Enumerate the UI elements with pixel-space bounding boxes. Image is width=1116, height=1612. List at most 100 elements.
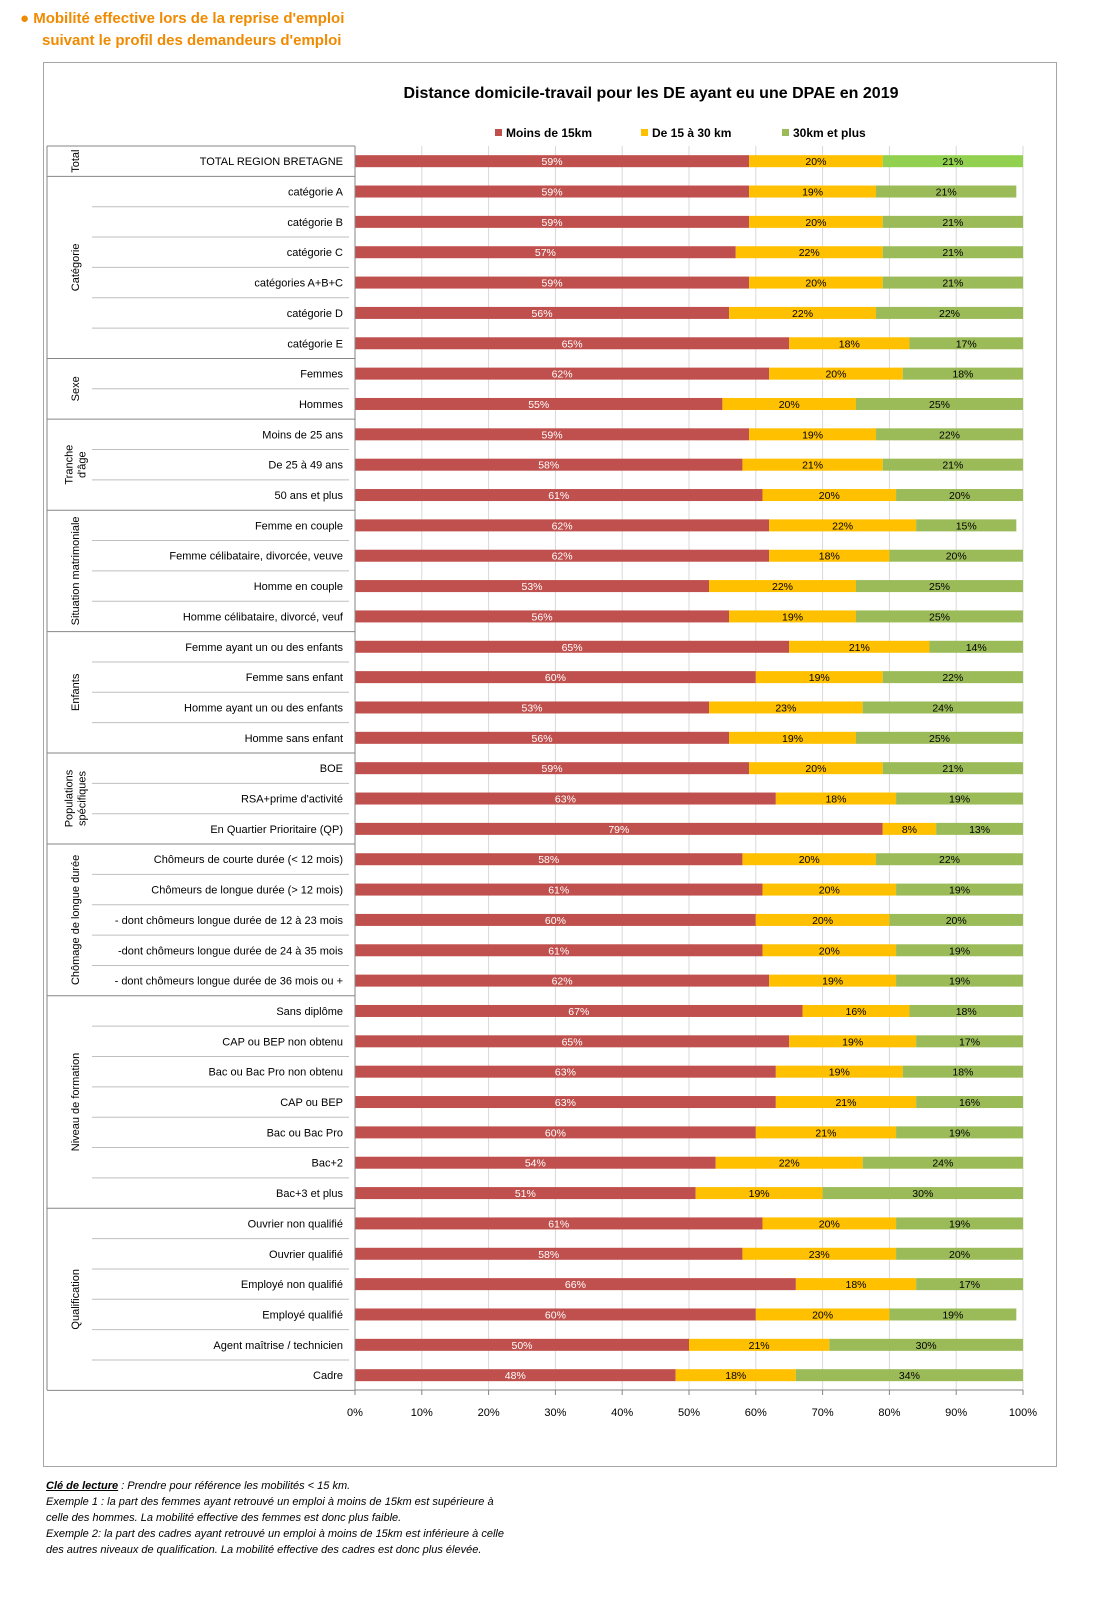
bar-value-label: 34%	[899, 1370, 920, 1382]
x-tick-label-0: 0%	[347, 1407, 363, 1419]
group-label: Tranched'âge	[64, 445, 89, 485]
bar-value-label: 19%	[842, 1036, 863, 1048]
bar-value-label: 56%	[532, 308, 553, 320]
x-tick-label-1: 10%	[411, 1407, 433, 1419]
row-label: Femme en couple	[255, 520, 343, 532]
bar-value-label: 66%	[565, 1279, 586, 1291]
bar-value-label: 20%	[946, 915, 967, 927]
bar-value-label: 53%	[522, 702, 543, 714]
reading-key-text: : Prendre pour référence les mobilités <…	[118, 1480, 351, 1492]
x-tick-label-7: 70%	[812, 1407, 834, 1419]
row-label: Bac ou Bac Pro	[267, 1127, 343, 1139]
bar-value-label: 21%	[802, 460, 823, 472]
bar-segment-2	[695, 1187, 823, 1200]
x-tick-label-3: 30%	[544, 1407, 566, 1419]
bar-value-label: 63%	[555, 794, 576, 806]
bar-segment-3	[795, 1369, 1023, 1382]
row-label: Homme ayant un ou des enfants	[184, 702, 343, 714]
row-label: catégorie E	[287, 338, 343, 350]
bar-value-label: 63%	[555, 1097, 576, 1109]
bar-segment-2	[729, 731, 856, 744]
bar-segment-3	[862, 701, 1023, 714]
bar-segment-2	[769, 549, 890, 562]
bar-value-label: 22%	[772, 581, 793, 593]
group-label: Situation matrimoniale	[70, 516, 82, 625]
bar-segment-2	[749, 428, 877, 441]
bar-value-label: 61%	[548, 945, 569, 957]
bar-segment-1	[355, 701, 710, 714]
bar-segment-1	[355, 215, 750, 228]
bar-segment-1	[355, 367, 770, 380]
bar-segment-2	[749, 155, 883, 168]
bar-segment-3	[896, 489, 1023, 502]
chart-frame: Distance domicile-travail pour les DE ay…	[43, 62, 1057, 1467]
bar-value-label: 19%	[949, 976, 970, 988]
bar-value-label: 48%	[505, 1370, 526, 1382]
bar-value-label: 59%	[542, 217, 563, 229]
bar-segment-3	[916, 1096, 1023, 1109]
bar-value-label: 20%	[949, 490, 970, 502]
row-label: catégorie C	[287, 247, 343, 259]
bar-value-label: 18%	[956, 1006, 977, 1018]
bar-value-label: 56%	[532, 611, 553, 623]
bar-segment-3	[896, 974, 1023, 987]
bar-value-label: 25%	[929, 611, 950, 623]
row-label: Bac+2	[312, 1158, 344, 1170]
bar-segment-1	[355, 1278, 796, 1291]
bar-segment-3	[882, 458, 1023, 471]
group-label: Qualification	[70, 1269, 82, 1330]
bar-value-label: 18%	[819, 551, 840, 563]
legend-swatch-2	[641, 129, 648, 136]
bar-segment-2	[729, 306, 877, 319]
bar-segment-1	[355, 397, 723, 410]
bar-segment-3	[896, 1247, 1023, 1260]
bar-segment-3	[896, 883, 1023, 896]
bar-value-label: 20%	[819, 490, 840, 502]
bar-value-label: 58%	[538, 854, 559, 866]
row-label: Homme célibataire, divorcé, veuf	[183, 611, 344, 623]
bar-segment-2	[762, 489, 897, 502]
bar-segment-3	[889, 549, 1023, 562]
bar-segment-2	[769, 974, 897, 987]
bar-segment-2	[755, 1126, 897, 1139]
bar-value-label: 22%	[792, 308, 813, 320]
bar-value-label: 8%	[902, 824, 917, 836]
bar-segment-2	[709, 701, 863, 714]
bar-value-label: 20%	[805, 763, 826, 775]
bar-segment-1	[355, 155, 750, 168]
bar-value-label: 20%	[779, 399, 800, 411]
bar-value-label: 24%	[932, 702, 953, 714]
bar-segment-2	[735, 246, 883, 259]
bar-value-label: 17%	[959, 1036, 980, 1048]
row-label: Agent maîtrise / technicien	[213, 1340, 343, 1352]
heading-line-1: ● Mobilité effective lors de la reprise …	[20, 10, 345, 27]
bar-segment-3	[882, 762, 1023, 775]
bar-segment-2	[755, 671, 883, 684]
bar-value-label: 18%	[845, 1279, 866, 1291]
bar-value-label: 19%	[802, 429, 823, 441]
bar-value-label: 21%	[849, 642, 870, 654]
bar-segment-1	[355, 822, 883, 835]
bar-segment-1	[355, 580, 710, 593]
group-label: Sexe	[70, 376, 82, 401]
bar-segment-3	[829, 1338, 1023, 1351]
row-label: 50 ans et plus	[275, 490, 344, 502]
bar-value-label: 15%	[956, 520, 977, 532]
bar-segment-3	[876, 185, 1017, 198]
bar-value-label: 20%	[812, 1309, 833, 1321]
bar-segment-2	[795, 1278, 917, 1291]
bar-segment-3	[856, 731, 1023, 744]
bar-value-label: 62%	[552, 369, 573, 381]
bar-value-label: 21%	[749, 1340, 770, 1352]
bar-value-label: 19%	[949, 794, 970, 806]
bar-value-label: 17%	[956, 338, 977, 350]
reading-key-label: Clé de lecture	[46, 1480, 119, 1492]
bar-value-label: 20%	[799, 854, 820, 866]
bar-value-label: 53%	[522, 581, 543, 593]
bar-value-label: 18%	[725, 1370, 746, 1382]
bar-value-label: 63%	[555, 1067, 576, 1079]
bar-segment-1	[355, 853, 743, 866]
row-label: CAP ou BEP	[280, 1097, 343, 1109]
bar-value-label: 20%	[819, 885, 840, 897]
bar-value-label: 20%	[825, 369, 846, 381]
